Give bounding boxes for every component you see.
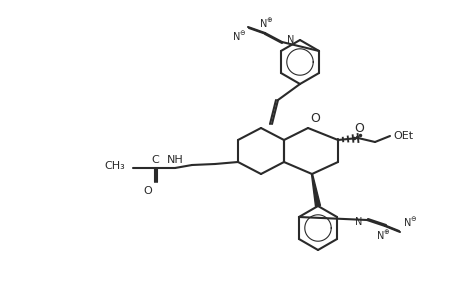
Text: O: O <box>309 112 319 125</box>
Text: NH: NH <box>166 155 183 165</box>
Text: N: N <box>286 35 294 45</box>
Text: N$^{\ominus}$: N$^{\ominus}$ <box>402 216 416 229</box>
Text: N$^{\oplus}$: N$^{\oplus}$ <box>375 229 389 242</box>
Text: OEt: OEt <box>392 131 412 141</box>
Text: C: C <box>151 155 158 165</box>
Polygon shape <box>311 174 320 206</box>
Text: N$^{\oplus}$: N$^{\oplus}$ <box>258 17 273 30</box>
Text: O: O <box>143 186 151 196</box>
Text: O: O <box>353 122 363 135</box>
Text: N: N <box>354 217 361 227</box>
Text: CH₃: CH₃ <box>104 161 125 171</box>
Text: N$^{\ominus}$: N$^{\ominus}$ <box>231 30 246 43</box>
